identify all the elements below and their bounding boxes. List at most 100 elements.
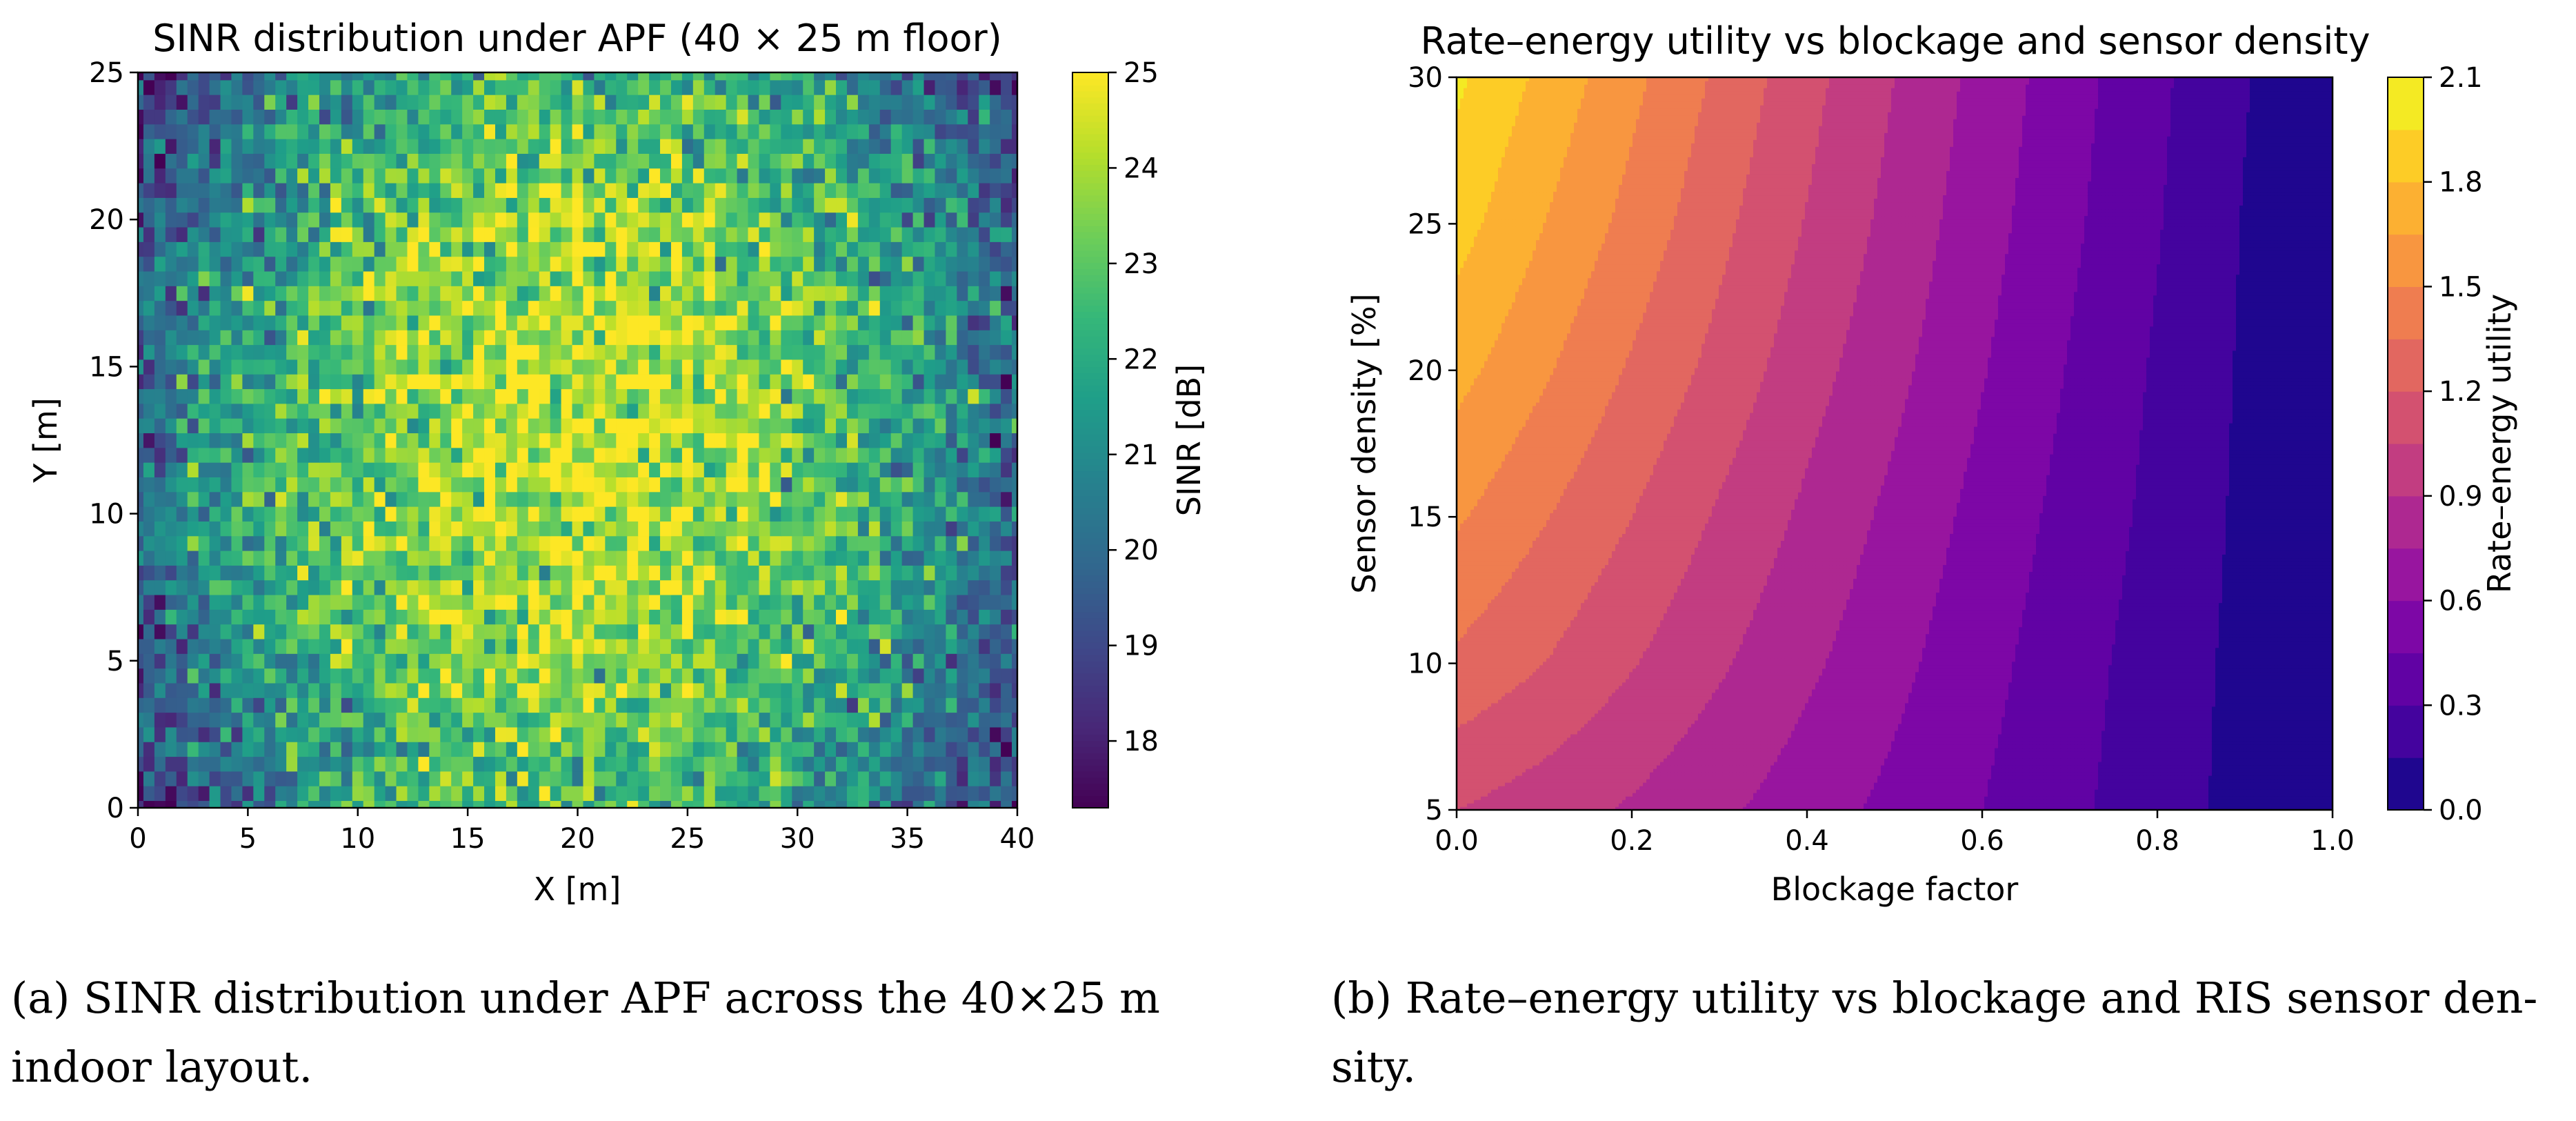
sinr-cell — [143, 168, 155, 183]
sinr-cell — [737, 786, 749, 802]
sinr-cell — [462, 182, 474, 198]
sinr-cell — [462, 594, 474, 610]
sinr-cell — [879, 403, 892, 419]
sinr-cell — [539, 94, 551, 110]
sinr-cell — [836, 330, 848, 346]
utility-cell — [1846, 799, 1850, 804]
panel-a-colorbar-segment — [1072, 611, 1108, 619]
sinr-cell — [670, 138, 683, 154]
sinr-cell — [264, 270, 276, 286]
sinr-cell — [692, 182, 705, 198]
sinr-cell — [286, 697, 298, 713]
sinr-cell — [286, 270, 298, 286]
sinr-cell — [649, 72, 661, 81]
utility-cell — [1826, 799, 1830, 804]
sinr-cell — [165, 771, 177, 786]
sinr-cell — [253, 682, 265, 698]
sinr-cell — [495, 286, 507, 301]
sinr-cell — [286, 506, 298, 522]
utility-cell — [1836, 806, 1840, 810]
sinr-cell — [957, 226, 968, 242]
utility-cell — [1843, 802, 1847, 807]
sinr-cell — [561, 241, 573, 257]
sinr-cell — [517, 742, 529, 757]
utility-cell — [1853, 806, 1857, 810]
sinr-cell — [868, 638, 881, 654]
sinr-cell — [979, 726, 990, 742]
sinr-cell — [429, 624, 441, 639]
sinr-cell — [138, 491, 144, 507]
sinr-cell — [418, 388, 430, 404]
sinr-cell — [979, 138, 990, 154]
sinr-cell — [473, 579, 485, 595]
utility-cell — [2122, 802, 2126, 807]
sinr-cell — [429, 359, 441, 375]
utility-cell — [1901, 806, 1906, 810]
utility-cell — [2239, 802, 2244, 807]
sinr-cell — [352, 153, 364, 169]
sinr-cell — [594, 344, 606, 360]
sinr-cell — [484, 609, 496, 625]
sinr-cell — [187, 212, 199, 228]
utility-cell — [2112, 802, 2116, 807]
sinr-cell — [857, 491, 870, 507]
sinr-cell — [670, 653, 683, 669]
sinr-cell — [979, 771, 990, 786]
sinr-cell — [935, 300, 947, 316]
sinr-cell — [242, 638, 254, 654]
sinr-cell — [923, 433, 936, 448]
sinr-cell — [539, 197, 551, 213]
sinr-cell — [484, 315, 496, 330]
utility-cell — [1695, 806, 1699, 810]
sinr-cell — [308, 506, 320, 522]
sinr-cell — [352, 800, 364, 808]
utility-cell — [1970, 799, 1975, 804]
sinr-cell — [868, 447, 881, 463]
sinr-cell — [297, 226, 309, 242]
sinr-cell — [957, 800, 968, 808]
utility-cell — [1919, 806, 1923, 810]
sinr-cell — [363, 447, 375, 463]
sinr-cell — [451, 653, 463, 669]
sinr-cell — [923, 771, 936, 786]
sinr-cell — [176, 418, 188, 434]
sinr-cell — [979, 786, 990, 802]
sinr-cell — [352, 300, 364, 316]
sinr-cell — [176, 609, 188, 625]
sinr-cell — [429, 535, 441, 551]
sinr-cell — [209, 315, 221, 330]
sinr-cell — [473, 256, 485, 272]
sinr-cell — [209, 697, 221, 713]
sinr-cell — [979, 535, 990, 551]
sinr-cell — [638, 226, 650, 242]
utility-cell — [1767, 799, 1771, 804]
sinr-cell — [429, 153, 441, 169]
sinr-cell — [550, 72, 562, 81]
sinr-cell — [770, 79, 782, 95]
utility-cell — [1867, 799, 1871, 804]
sinr-cell — [703, 682, 716, 698]
sinr-cell — [451, 94, 463, 110]
sinr-cell — [385, 712, 397, 728]
sinr-cell — [825, 682, 837, 698]
utility-cell — [1584, 806, 1588, 810]
sinr-cell — [198, 697, 210, 713]
utility-cell — [1532, 799, 1537, 804]
sinr-cell — [143, 786, 155, 802]
sinr-cell — [660, 433, 672, 448]
sinr-cell — [759, 359, 771, 375]
sinr-cell — [846, 447, 859, 463]
sinr-cell — [275, 418, 287, 434]
sinr-cell — [957, 270, 968, 286]
sinr-cell — [1001, 72, 1012, 81]
utility-cell — [1526, 799, 1530, 804]
sinr-cell — [363, 330, 375, 346]
panel-a-colorbar-segment — [1072, 458, 1108, 466]
sinr-cell — [759, 712, 771, 728]
sinr-cell — [209, 94, 221, 110]
sinr-cell — [670, 712, 683, 728]
sinr-cell — [154, 153, 166, 169]
sinr-cell — [451, 742, 463, 757]
sinr-cell — [506, 653, 518, 669]
sinr-cell — [670, 771, 683, 786]
